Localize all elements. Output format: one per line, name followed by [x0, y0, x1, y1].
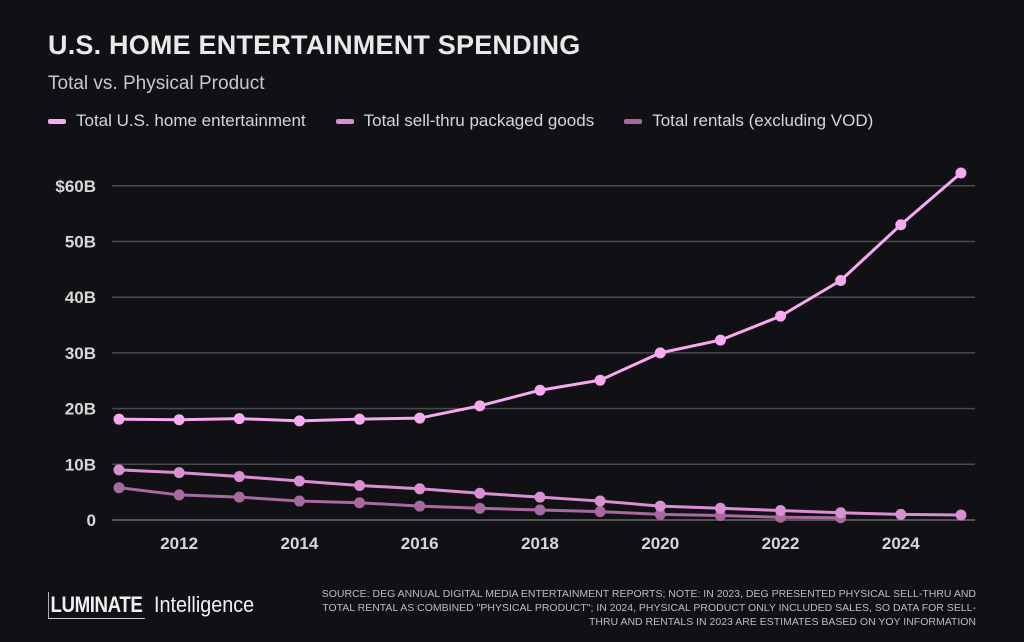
x-tick-label: 2012: [160, 534, 198, 553]
y-tick-label: 0: [87, 511, 96, 530]
x-tick-label: 2018: [521, 534, 559, 553]
x-tick-label: 2020: [641, 534, 679, 553]
chart-title: U.S. HOME ENTERTAINMENT SPENDING: [48, 30, 581, 60]
luminate-logo: LUMINATE Intelligence: [48, 592, 265, 619]
data-point: [233, 471, 245, 483]
y-tick-label: 30B: [65, 344, 96, 363]
data-point: [113, 464, 125, 476]
data-point: [354, 413, 366, 425]
data-point: [113, 482, 125, 494]
y-tick-label: $60B: [55, 177, 96, 196]
data-point: [895, 508, 907, 520]
data-point: [534, 504, 546, 516]
data-point: [534, 384, 546, 396]
data-point: [293, 495, 305, 507]
y-tick-label: 50B: [65, 233, 96, 252]
source-note: SOURCE: DEG ANNUAL DIGITAL MEDIA ENTERTA…: [321, 588, 976, 628]
data-point: [414, 500, 426, 512]
legend-swatch: [624, 118, 643, 124]
data-point: [233, 413, 245, 425]
data-point: [654, 508, 666, 520]
x-tick-label: 2014: [281, 534, 319, 553]
data-point: [354, 497, 366, 509]
data-point: [414, 483, 426, 495]
y-tick-label: 10B: [65, 455, 96, 474]
data-point: [955, 509, 967, 521]
data-point: [414, 412, 426, 424]
legend-swatch: [335, 118, 354, 124]
data-point: [654, 500, 666, 512]
data-point: [474, 502, 486, 514]
legend-item-sell-thru: Total sell-thru packaged goods: [335, 111, 595, 131]
legend-label: Total U.S. home entertainment: [76, 111, 306, 130]
data-point: [594, 506, 606, 518]
data-point: [293, 475, 305, 487]
data-point: [895, 219, 907, 231]
data-point: [714, 502, 726, 514]
data-point: [835, 507, 847, 519]
data-point: [233, 491, 245, 503]
chart-subtitle: Total vs. Physical Product: [48, 73, 265, 94]
data-point: [714, 334, 726, 346]
data-point: [474, 487, 486, 499]
logo-sub: Intelligence: [154, 592, 255, 617]
x-tick-label: 2024: [882, 534, 920, 553]
y-tick-label: 20B: [65, 400, 96, 419]
data-point: [474, 400, 486, 412]
data-point: [594, 374, 606, 386]
data-point: [173, 467, 185, 479]
x-tick-label: 2022: [762, 534, 800, 553]
data-point: [354, 479, 366, 491]
data-point: [955, 167, 967, 179]
legend-label: Total rentals (excluding VOD): [652, 111, 874, 130]
x-tick-label: 2016: [401, 534, 439, 553]
legend: Total U.S. home entertainment Total sell…: [48, 111, 873, 131]
y-tick-label: 40B: [65, 288, 96, 307]
legend-item-total: Total U.S. home entertainment: [48, 111, 306, 131]
data-point: [775, 310, 787, 322]
data-point: [654, 347, 666, 359]
data-point: [173, 414, 185, 426]
data-point: [113, 413, 125, 425]
data-point: [594, 495, 606, 507]
legend-swatch: [48, 118, 66, 124]
data-point: [293, 415, 305, 427]
legend-label: Total sell-thru packaged goods: [363, 111, 595, 130]
legend-item-rentals: Total rentals (excluding VOD): [624, 111, 873, 131]
data-point: [534, 491, 546, 503]
data-point: [173, 489, 185, 501]
data-point: [775, 505, 787, 517]
logo-main: LUMINATE: [48, 592, 145, 619]
data-point: [835, 274, 847, 286]
